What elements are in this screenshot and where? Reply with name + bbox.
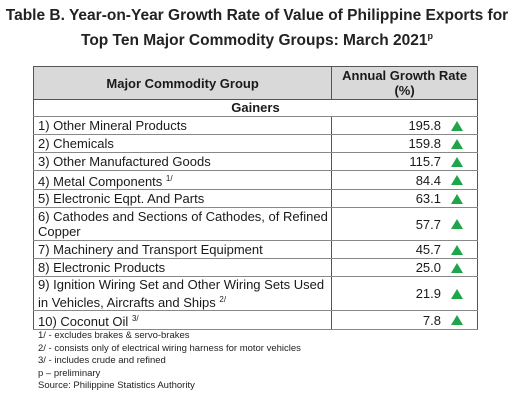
exports-table: Major Commodity Group Annual Growth Rate…: [32, 66, 478, 330]
footnote-line: 2/ - consists only of electrical wiring …: [38, 342, 301, 354]
commodity-name: 7) Machinery and Transport Equipment: [38, 242, 263, 257]
up-triangle-icon: [451, 120, 463, 131]
growth-rate-wrap: 63.1: [332, 191, 477, 206]
up-triangle-icon: [451, 219, 463, 229]
table-row: 8) Electronic Products 25.0: [32, 258, 478, 277]
footnotes: 1/ - excludes brakes & servo-brakes 2/ - …: [38, 330, 301, 393]
commodity-name-cell: 4) Metal Components 1/: [32, 170, 333, 190]
title-line-2: Top Ten Major Commodity Groups: March 20…: [0, 26, 514, 51]
header-growth-rate: Annual Growth Rate (%): [331, 66, 478, 100]
growth-rate-wrap: 195.8: [332, 118, 477, 133]
growth-rate-cell: 21.9: [331, 276, 478, 311]
growth-rate-wrap: 7.8: [332, 313, 477, 328]
growth-rate-value: 159.8: [408, 136, 441, 151]
up-triangle-icon: [451, 244, 463, 255]
table-row: 4) Metal Components 1/84.4: [32, 170, 478, 190]
commodity-name-cell: 3) Other Manufactured Goods: [32, 152, 333, 171]
growth-rate-value: 63.1: [415, 191, 441, 206]
growth-rate-value: 57.7: [415, 216, 441, 232]
commodity-name-cell: 9) Ignition Wiring Set and Other Wiring …: [32, 276, 333, 311]
commodity-name: 10) Coconut Oil: [38, 314, 129, 329]
commodity-name: 8) Electronic Products: [38, 260, 166, 275]
up-triangle-icon: [451, 262, 463, 273]
up-triangle-icon: [451, 156, 463, 167]
growth-rate-wrap: 57.7: [332, 217, 477, 232]
growth-rate-cell: 84.4: [331, 170, 478, 190]
growth-rate-wrap: 159.8: [332, 136, 477, 151]
table-title: Table B. Year-on-Year Growth Rate of Val…: [0, 6, 514, 51]
table-row: 10) Coconut Oil 3/7.8: [32, 310, 478, 330]
commodity-name-cell: 10) Coconut Oil 3/: [32, 310, 333, 330]
commodity-name-cell: 7) Machinery and Transport Equipment: [32, 240, 333, 259]
header-commodity-group: Major Commodity Group: [32, 66, 333, 100]
title-line-1: Table B. Year-on-Year Growth Rate of Val…: [5, 7, 509, 24]
footnote-line: p – preliminary: [38, 367, 101, 379]
growth-rate-cell: 57.7: [331, 207, 478, 241]
growth-rate-wrap: 21.9: [332, 286, 477, 301]
section-gainers-row: Gainers: [33, 99, 478, 117]
up-triangle-icon: [451, 175, 463, 185]
growth-rate-cell: 63.1: [331, 189, 478, 208]
commodity-name-cell: 1) Other Mineral Products: [32, 116, 333, 135]
growth-rate-value: 7.8: [422, 312, 441, 328]
title-line-2-text: Top Ten Major Commodity Groups: March 20…: [81, 32, 428, 49]
growth-rate-wrap: 115.7: [332, 154, 477, 169]
growth-rate-cell: 159.8: [331, 134, 478, 153]
growth-rate-value: 25.0: [415, 260, 441, 275]
table-row: 9) Ignition Wiring Set and Other Wiring …: [32, 276, 478, 311]
table-row: 2) Chemicals 159.8: [32, 134, 478, 153]
table-header-row: Major Commodity Group Annual Growth Rate…: [32, 66, 478, 100]
growth-rate-value: 45.7: [415, 242, 441, 257]
growth-rate-wrap: 84.4: [332, 173, 477, 188]
up-triangle-icon: [451, 288, 463, 299]
table-row: 3) Other Manufactured Goods 115.7: [32, 152, 478, 171]
footnote-line: 3/ - includes crude and refined: [38, 355, 166, 366]
commodity-name: 3) Other Manufactured Goods: [38, 154, 211, 169]
commodity-name-cell: 8) Electronic Products: [32, 258, 333, 277]
growth-rate-wrap: 45.7: [332, 242, 477, 257]
footnote-line: 1/ - excludes brakes & servo-brakes: [38, 330, 190, 341]
growth-rate-value: 21.9: [415, 286, 441, 301]
growth-rate-cell: 45.7: [331, 240, 478, 259]
commodity-name-cell: 6) Cathodes and Sections of Cathodes, of…: [32, 207, 333, 241]
commodity-name: 1) Other Mineral Products: [38, 118, 187, 133]
up-triangle-icon: [451, 315, 463, 325]
section-gainers-label: Gainers: [33, 99, 478, 117]
commodity-name: 9) Ignition Wiring Set and Other Wiring …: [38, 277, 325, 310]
title-superscript: p: [427, 31, 434, 41]
commodity-name: 5) Electronic Eqpt. And Parts: [38, 191, 205, 206]
commodity-name-cell: 2) Chemicals: [32, 134, 333, 153]
commodity-note: 2/: [219, 295, 227, 304]
growth-rate-value: 84.4: [415, 172, 441, 188]
growth-rate-cell: 195.8: [331, 116, 478, 135]
up-triangle-icon: [451, 138, 463, 149]
commodity-name: 4) Metal Components: [38, 174, 163, 189]
commodity-note: 3/: [131, 314, 139, 323]
up-triangle-icon: [451, 193, 463, 204]
commodity-name-cell: 5) Electronic Eqpt. And Parts: [32, 189, 333, 208]
footnote-line: Source: Philippine Statistics Authority: [38, 380, 195, 391]
growth-rate-wrap: 25.0: [332, 260, 477, 275]
table-row: 6) Cathodes and Sections of Cathodes, of…: [32, 207, 478, 241]
table-row: 1) Other Mineral Products 195.8: [32, 116, 478, 135]
commodity-note: 1/: [165, 174, 173, 183]
commodity-name: 2) Chemicals: [38, 136, 114, 151]
growth-rate-cell: 7.8: [331, 310, 478, 330]
commodity-name: 6) Cathodes and Sections of Cathodes, of…: [38, 209, 328, 239]
growth-rate-value: 115.7: [409, 154, 441, 169]
table-row: 5) Electronic Eqpt. And Parts 63.1: [32, 189, 478, 208]
growth-rate-value: 195.8: [408, 118, 441, 133]
growth-rate-cell: 25.0: [331, 258, 478, 277]
growth-rate-cell: 115.7: [331, 152, 478, 171]
table-row: 7) Machinery and Transport Equipment 45.7: [32, 240, 478, 259]
